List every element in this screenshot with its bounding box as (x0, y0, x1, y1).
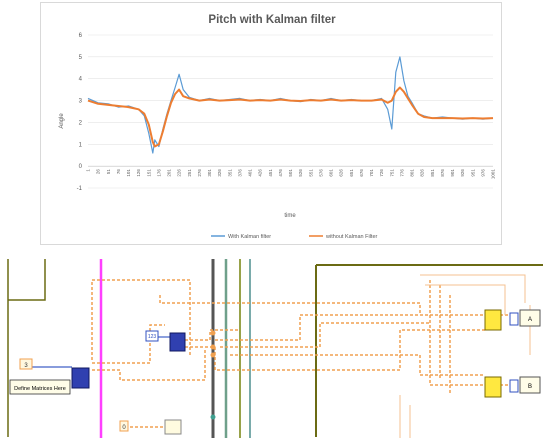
blue-block-1[interactable] (71, 367, 90, 389)
x-tick-label: 51 (106, 169, 111, 175)
x-tick-label: 626 (339, 169, 344, 177)
x-tick-label: 901 (450, 169, 455, 177)
const-node[interactable] (19, 358, 33, 370)
yellow-block-bottom[interactable] (484, 376, 502, 398)
bottom-const-label: 0 (122, 425, 126, 431)
x-tick-label: 401 (248, 169, 253, 177)
define-matrices-label: Define Matrices Here (14, 386, 66, 392)
right-signal-lines (399, 274, 531, 438)
junction-2 (210, 344, 216, 350)
x-tick-label: 976 (480, 169, 485, 177)
x-tick-label: 1001 (491, 169, 496, 180)
x-tick-label: 526 (298, 169, 303, 177)
x-tick-label: 826 (420, 169, 425, 177)
output-indicator-top[interactable] (519, 309, 541, 327)
x-tick-label: 226 (177, 169, 182, 177)
y-tick-label: 2 (79, 120, 83, 126)
y-axis-ticks: -1 0 1 2 3 4 5 6 (77, 33, 83, 192)
x-tick-label: 601 (329, 169, 334, 177)
output-indicator-bottom-label: B (528, 384, 532, 390)
y-tick-label: 6 (79, 33, 83, 39)
x-tick-label: 776 (399, 169, 404, 177)
x-tick-label: 126 (136, 169, 141, 177)
x-tick-label: 176 (156, 169, 161, 177)
small-indicator-top[interactable] (509, 312, 519, 326)
x-tick-label: 451 (268, 169, 273, 177)
yellow-block-top[interactable] (484, 309, 502, 331)
x-tick-label: 301 (207, 169, 212, 177)
x-tick-label: 501 (288, 169, 293, 177)
x-tick-label: 276 (197, 169, 202, 177)
x-tick-label: 476 (278, 169, 283, 177)
junction-3 (210, 352, 216, 358)
x-tick-label: 801 (410, 169, 415, 177)
orange-wires (91, 279, 510, 428)
series-line-0 (87, 56, 494, 154)
series-layer (87, 56, 494, 154)
x-tick-label: 701 (369, 169, 374, 177)
y-tick-label: 5 (79, 55, 83, 61)
block-diagram: 3 Define Matrices Here 123 0 A B (7, 259, 543, 438)
x-tick-label: 876 (440, 169, 445, 177)
x-tick-label: 376 (237, 169, 242, 177)
legend-label-0: With Kalman filter (228, 234, 271, 240)
x-tick-label: 951 (470, 169, 475, 177)
numeric-control-label: 123 (148, 334, 157, 340)
x-tick-label: 551 (308, 169, 313, 177)
x-tick-label: 726 (379, 169, 384, 177)
y-tick-label: -1 (77, 186, 83, 192)
output-indicator-bottom[interactable] (519, 376, 541, 394)
series-line-1 (87, 86, 494, 148)
gridlines (88, 34, 493, 189)
x-tick-label: 651 (349, 169, 354, 177)
numeric-control[interactable] (145, 330, 159, 342)
x-tick-label: 26 (96, 169, 101, 175)
legend-label-1: without Kalman Filter (325, 234, 378, 240)
chart-panel: Pitch with Kalman filter -1 0 1 2 3 4 5 6 1 26 51… (40, 2, 502, 245)
chart-title: Pitch with Kalman filter (208, 14, 336, 26)
x-axis-ticks: 1 26 51 76 101 126 151 176 201 226 251 276 301 326 351… (86, 169, 496, 180)
y-tick-label: 4 (79, 77, 83, 83)
x-tick-label: 201 (167, 169, 172, 177)
x-tick-label: 101 (126, 169, 131, 177)
x-tick-label: 576 (318, 169, 323, 177)
x-tick-label: 1 (86, 169, 91, 172)
bottom-function-node[interactable] (164, 419, 182, 435)
define-matrices-box[interactable] (9, 379, 71, 395)
x-tick-label: 751 (389, 169, 394, 177)
output-indicator-top-label: A (528, 317, 532, 323)
blue-block-2[interactable] (169, 332, 186, 352)
legend: With Kalman filter without Kalman Filter (211, 234, 378, 240)
junction-1 (210, 330, 216, 336)
y-tick-label: 0 (79, 164, 83, 170)
small-indicator-bottom[interactable] (509, 379, 519, 393)
junction-4 (210, 414, 216, 420)
x-tick-label: 926 (460, 169, 465, 177)
x-tick-label: 151 (146, 169, 151, 177)
blue-wires (30, 336, 170, 368)
x-tick-label: 351 (227, 169, 232, 177)
y-tick-label: 3 (79, 99, 83, 105)
x-tick-label: 676 (359, 169, 364, 177)
const-node-label: 3 (24, 363, 28, 369)
x-tick-label: 851 (430, 169, 435, 177)
x-tick-label: 426 (258, 169, 263, 177)
frame-wire-right (315, 264, 543, 437)
y-axis-label: Angle (59, 113, 65, 129)
bottom-const[interactable] (119, 420, 129, 432)
x-axis-label: time (284, 213, 296, 219)
x-tick-label: 76 (116, 169, 121, 175)
frame-wire-left (7, 259, 46, 437)
x-tick-label: 326 (217, 169, 222, 177)
x-tick-label: 251 (187, 169, 192, 177)
y-tick-label: 1 (79, 142, 83, 148)
